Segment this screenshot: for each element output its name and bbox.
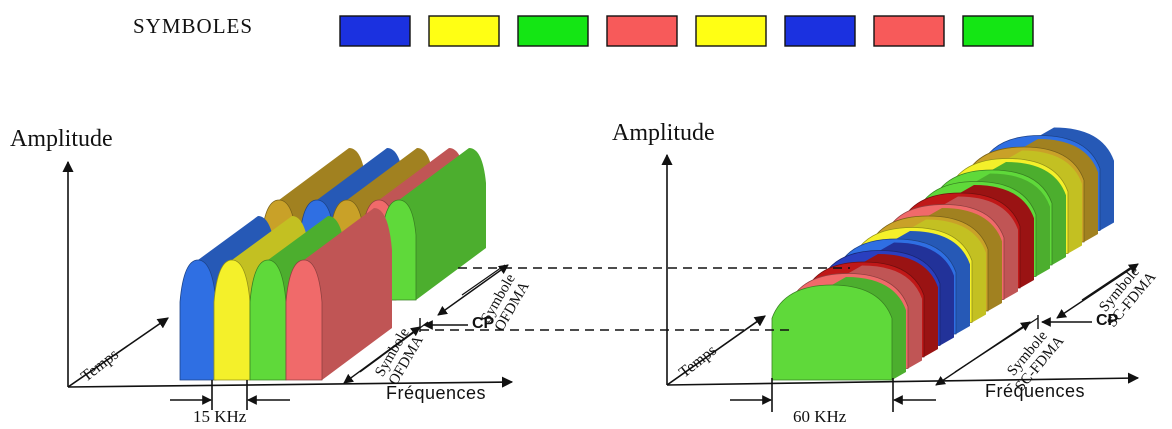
symbol-box-7 <box>873 15 945 47</box>
symbol-box-8 <box>962 15 1034 47</box>
symbols-legend-title: SYMBOLES <box>133 14 254 38</box>
scfdma-block-1 <box>771 277 906 381</box>
ofdma-front-subcarrier-1-face <box>179 259 217 381</box>
ofdma-front-subcarrier-3-face <box>249 259 287 381</box>
scfdma-block-10-extrusion <box>976 173 1050 277</box>
scfdma-block-8-extrusion <box>944 196 1018 300</box>
scfdma-back-symbol-arrow <box>1056 263 1139 319</box>
ofdma-front-symbol-arrow <box>343 326 421 384</box>
scfdma-time-axis <box>666 315 766 386</box>
scfdma-frequency-label: Fréquences <box>985 381 1086 401</box>
scfdma-block-9-extrusion <box>960 185 1034 288</box>
scfdma-block-13-extrusion <box>1024 139 1098 242</box>
scfdma-block-7-extrusion <box>928 208 1002 311</box>
symbol-box-3 <box>517 15 589 47</box>
ofdma-back-symbol-arrow <box>437 264 509 316</box>
scfdma-symbol-blocks <box>771 127 1114 381</box>
scfdma-front-row-edge <box>954 317 1039 373</box>
symbol-box-4 <box>606 15 678 47</box>
scfdma-block-11-extrusion <box>992 162 1066 265</box>
scfdma-block-2-extrusion <box>848 265 922 369</box>
scfdma-block-5-extrusion <box>896 231 970 334</box>
scfdma-panel <box>661 127 1140 412</box>
ofdma-back-row-edge <box>461 264 506 296</box>
ofdma-front-subcarrier-4-face <box>285 259 323 381</box>
ofdma-front-subcarrier-2-face <box>213 259 251 381</box>
scfdma-block-12-extrusion <box>1008 150 1082 254</box>
scfdma-block-14-extrusion <box>1040 127 1114 231</box>
symbol-box-5 <box>695 15 767 47</box>
scfdma-block-6-extrusion <box>912 219 986 323</box>
ofdma-back-subcarrier-5-extrusion <box>399 148 486 300</box>
scfdma-back-row-edge <box>1081 267 1131 301</box>
scfdma-block-1-face <box>771 284 893 381</box>
ofdma-cp-label: CP <box>472 315 495 332</box>
scfdma-block-4-extrusion <box>880 242 954 346</box>
ofdma-frequency-label: Fréquences <box>386 383 487 403</box>
ofdma-front-row-edge <box>359 321 429 373</box>
scfdma-block-3-extrusion <box>864 254 938 357</box>
scfdma-spacing-label: 60 KHz <box>793 407 847 426</box>
symbol-box-2 <box>428 15 500 47</box>
ofdma-panel <box>62 148 514 410</box>
scfdma-block-1-extrusion <box>832 277 906 380</box>
ofdma-spacing-label: 15 KHz <box>193 407 247 426</box>
scfdma-amplitude-label: Amplitude <box>612 120 715 146</box>
scfdma-frequency-axis <box>666 372 1140 386</box>
ofdma-front-subcarriers <box>179 208 392 381</box>
symbol-box-6 <box>784 15 856 47</box>
ofdma-frequency-axis <box>67 376 514 388</box>
ofdma-amplitude-label: Amplitude <box>10 126 113 152</box>
scfdma-cp-label: CP <box>1096 312 1119 329</box>
symbol-box-1 <box>339 15 411 47</box>
ofdma-time-axis <box>67 317 169 388</box>
symbol-legend <box>339 15 1034 47</box>
